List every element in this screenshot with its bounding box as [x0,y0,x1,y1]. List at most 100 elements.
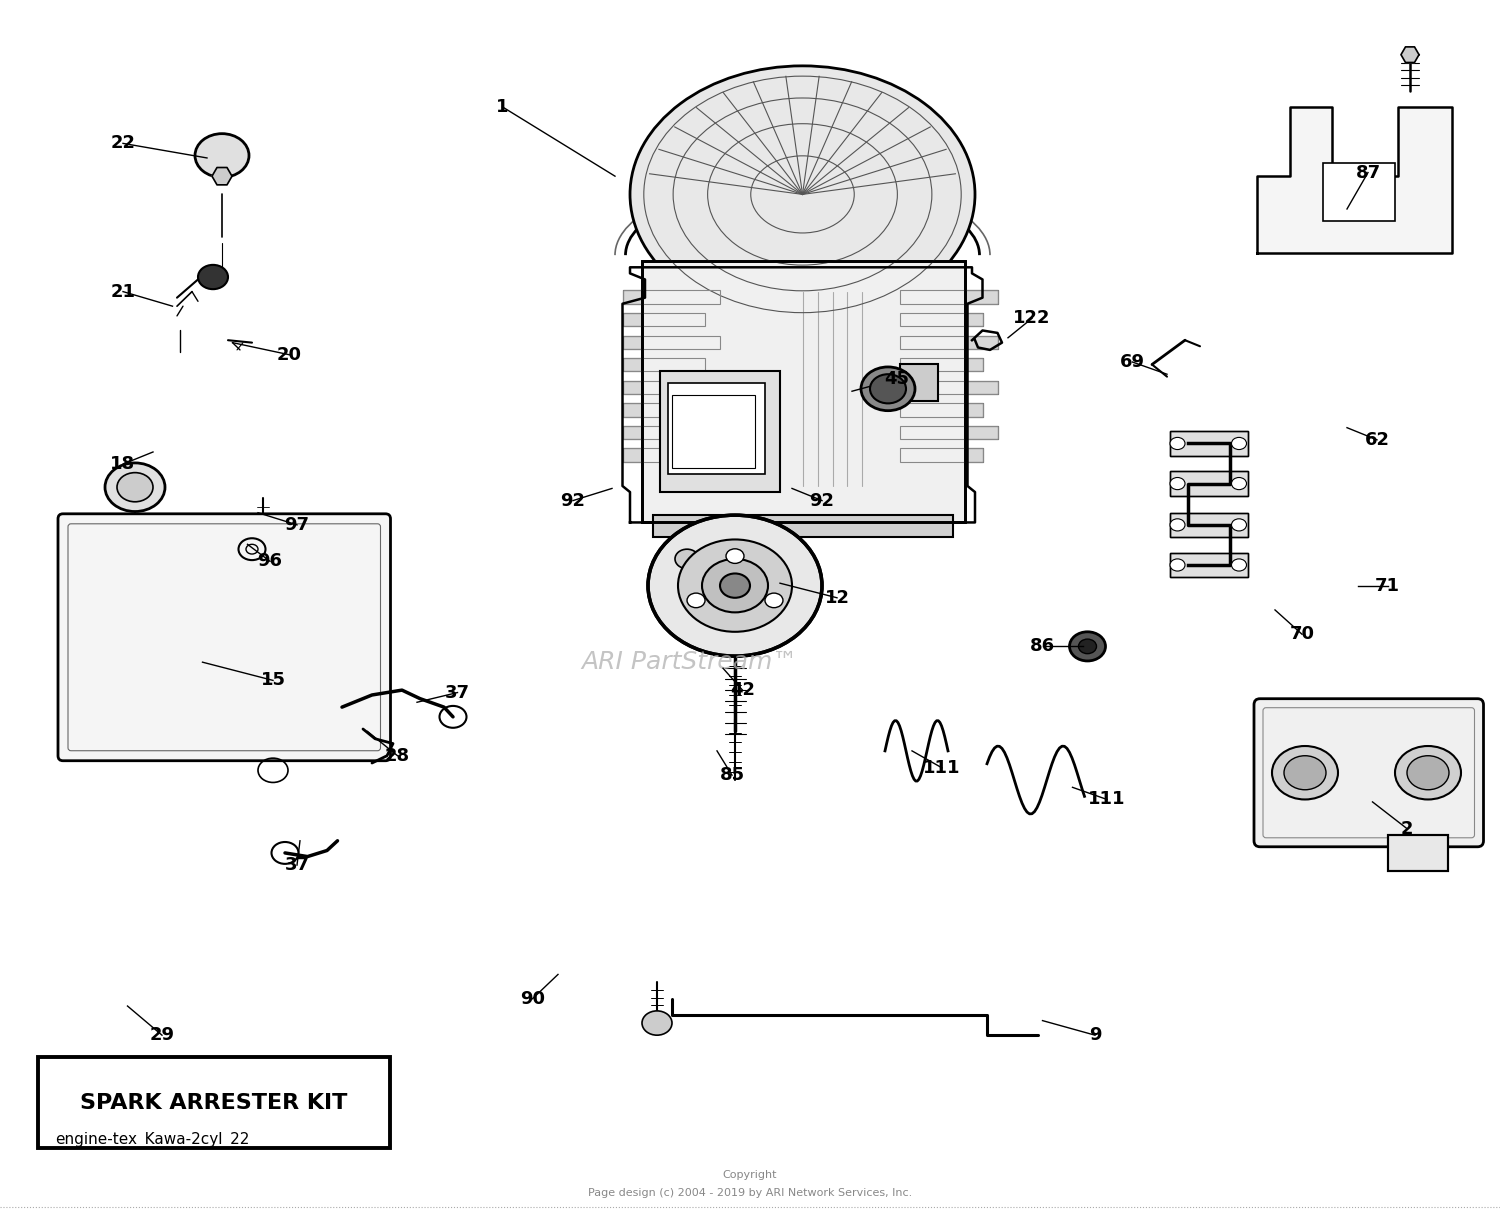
Text: 15: 15 [261,672,285,689]
Bar [900,403,983,417]
Bar [622,403,705,417]
Ellipse shape [1170,559,1185,571]
Ellipse shape [678,539,792,632]
Bar [622,403,705,417]
Ellipse shape [1170,519,1185,531]
Ellipse shape [1232,519,1246,531]
Polygon shape [1257,107,1452,253]
Text: 111: 111 [1088,791,1125,808]
Bar [900,313,983,327]
Ellipse shape [630,66,975,323]
Ellipse shape [1232,559,1246,571]
Ellipse shape [105,463,165,512]
Bar [38,1057,390,1148]
Bar [1388,835,1448,871]
Text: 97: 97 [285,516,309,533]
Ellipse shape [195,134,249,177]
Text: 29: 29 [150,1027,174,1044]
Text: 37: 37 [285,857,309,874]
Text: 18: 18 [111,456,135,473]
Ellipse shape [726,549,744,564]
Bar [668,383,765,474]
Bar [1170,513,1248,537]
Bar [622,380,720,394]
Bar [900,448,983,462]
Polygon shape [211,168,232,185]
Bar [622,425,720,439]
Text: 111: 111 [922,759,960,776]
Text: 22: 22 [111,135,135,152]
Text: 92: 92 [561,492,585,509]
Ellipse shape [870,374,906,403]
Text: 92: 92 [810,492,834,509]
Text: 9: 9 [1089,1027,1101,1044]
Bar [622,290,720,304]
Ellipse shape [117,473,153,502]
Ellipse shape [1170,477,1185,490]
Bar [652,515,952,537]
Text: 69: 69 [1120,354,1144,371]
Ellipse shape [1395,746,1461,799]
Bar [900,425,998,439]
Bar [622,448,705,462]
Text: 28: 28 [386,747,410,764]
FancyBboxPatch shape [1254,699,1484,847]
Bar [1388,835,1448,871]
Bar [622,425,720,439]
Text: SPARK ARRESTER KIT: SPARK ARRESTER KIT [80,1092,348,1113]
Bar [1170,471,1248,496]
Ellipse shape [1170,437,1185,450]
Ellipse shape [1078,639,1096,654]
Bar [1170,431,1248,456]
Bar [622,335,720,349]
Bar [672,395,754,468]
Bar [900,290,998,304]
Text: 42: 42 [730,682,754,699]
Ellipse shape [702,559,768,612]
Text: Copyright: Copyright [723,1170,777,1180]
Bar [1170,431,1248,456]
Ellipse shape [861,367,915,411]
FancyBboxPatch shape [58,514,390,761]
Bar [900,425,998,439]
Text: 1: 1 [496,98,508,115]
Ellipse shape [1232,477,1246,490]
Bar [1170,553,1248,577]
Text: 62: 62 [1365,431,1389,448]
Bar [622,335,720,349]
Text: 20: 20 [278,346,302,363]
Ellipse shape [1284,756,1326,790]
Bar [622,313,705,327]
Ellipse shape [648,515,822,656]
Ellipse shape [1070,632,1106,661]
Text: 21: 21 [111,283,135,300]
Text: 85: 85 [720,767,744,784]
Text: 71: 71 [1376,577,1400,594]
Text: 122: 122 [1014,310,1050,327]
Bar [622,313,705,327]
Ellipse shape [675,549,699,569]
Text: 70: 70 [1290,626,1314,643]
Ellipse shape [1272,746,1338,799]
Text: ARI PartStream™: ARI PartStream™ [582,650,798,674]
Text: 12: 12 [825,589,849,606]
Text: 96: 96 [258,553,282,570]
Bar [622,380,720,394]
Bar [900,290,998,304]
Bar [900,313,983,327]
Text: 2: 2 [1401,820,1413,837]
Polygon shape [1401,47,1419,62]
Text: engine-tex_Kawa-2cyl_22: engine-tex_Kawa-2cyl_22 [56,1132,249,1148]
Ellipse shape [687,593,705,608]
Ellipse shape [198,265,228,289]
Text: Page design (c) 2004 - 2019 by ARI Network Services, Inc.: Page design (c) 2004 - 2019 by ARI Netwo… [588,1188,912,1198]
Ellipse shape [720,573,750,598]
Bar [642,261,964,522]
Text: 87: 87 [1356,164,1380,181]
Bar [660,371,780,492]
Bar [622,358,705,372]
Ellipse shape [1407,756,1449,790]
Ellipse shape [1232,437,1246,450]
Ellipse shape [642,1011,672,1035]
Text: 90: 90 [520,990,544,1007]
